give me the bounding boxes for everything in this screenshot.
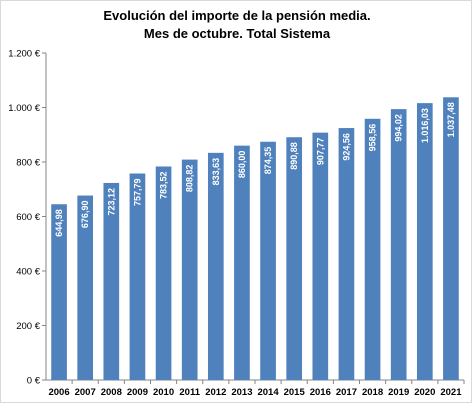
bar	[364, 118, 381, 381]
data-label: 890,88	[289, 142, 299, 170]
bar	[207, 152, 224, 380]
x-tick-label: 2015	[284, 387, 306, 398]
y-tick-label: 600 €	[16, 212, 40, 223]
bar	[416, 103, 433, 380]
x-tick-label: 2020	[414, 387, 435, 398]
data-label: 757,79	[132, 179, 142, 207]
data-label: 924,56	[341, 133, 351, 161]
bars	[51, 97, 459, 381]
x-tick-label: 2008	[101, 387, 122, 398]
x-tick-label: 2012	[205, 387, 226, 398]
x-tick-label: 2018	[362, 387, 383, 398]
x-tick-label: 2021	[440, 387, 462, 398]
x-tick-label: 2007	[75, 387, 96, 398]
data-label: 958,56	[368, 124, 378, 152]
x-tick-label: 2019	[388, 387, 409, 398]
x-tick-label: 2006	[48, 387, 69, 398]
y-tick-label: 800 €	[16, 158, 40, 169]
data-label: 644,98	[54, 209, 64, 237]
bar	[155, 166, 172, 380]
x-tick-label: 2011	[179, 387, 200, 398]
chart-title: Evolución del importe de la pensión medi…	[103, 8, 371, 23]
data-label: 783,52	[159, 171, 169, 199]
y-tick-label: 400 €	[16, 267, 40, 278]
x-tick-label: 2016	[310, 387, 331, 398]
bar	[129, 173, 146, 380]
bar	[260, 141, 276, 380]
x-tick-label: 2013	[231, 387, 252, 398]
y-tick-label: 0 €	[27, 376, 41, 387]
data-label: 676,90	[80, 201, 90, 229]
chart-subtitle: Mes de octubre. Total Sistema	[143, 26, 331, 41]
y-tick-label: 1.000 €	[8, 103, 40, 114]
bar	[77, 195, 94, 380]
bar	[51, 204, 67, 380]
x-tick-label: 2017	[336, 387, 357, 398]
bar	[103, 182, 120, 380]
data-label: 833,63	[211, 158, 221, 186]
x-tick-label: 2010	[153, 387, 174, 398]
bar	[443, 97, 459, 381]
data-label: 994,02	[394, 114, 404, 142]
data-label: 860,00	[237, 151, 247, 179]
bar	[234, 145, 250, 380]
bar	[286, 137, 303, 380]
data-label: 808,82	[185, 165, 195, 193]
bar	[338, 128, 355, 380]
y-tick-label: 200 €	[16, 321, 40, 332]
data-labels: 644,98 676,90 723,12 757,79 783,52 808,82 833,…	[54, 102, 456, 236]
axes: 0 € 200 € 400 € 600 € 800 € 1.000 € 1.200 € 200…	[8, 49, 465, 398]
data-label: 1.016,03	[420, 108, 430, 143]
data-label: 723,12	[106, 188, 116, 216]
data-label: 907,77	[315, 138, 325, 166]
bar	[390, 109, 407, 380]
x-tick-label: 2009	[127, 387, 148, 398]
data-label: 874,35	[263, 147, 273, 175]
data-label: 1.037,48	[446, 102, 456, 137]
bar	[181, 159, 198, 380]
y-tick-label: 1.200 €	[8, 49, 40, 60]
x-tick-label: 2014	[257, 387, 279, 398]
bar	[312, 132, 329, 380]
